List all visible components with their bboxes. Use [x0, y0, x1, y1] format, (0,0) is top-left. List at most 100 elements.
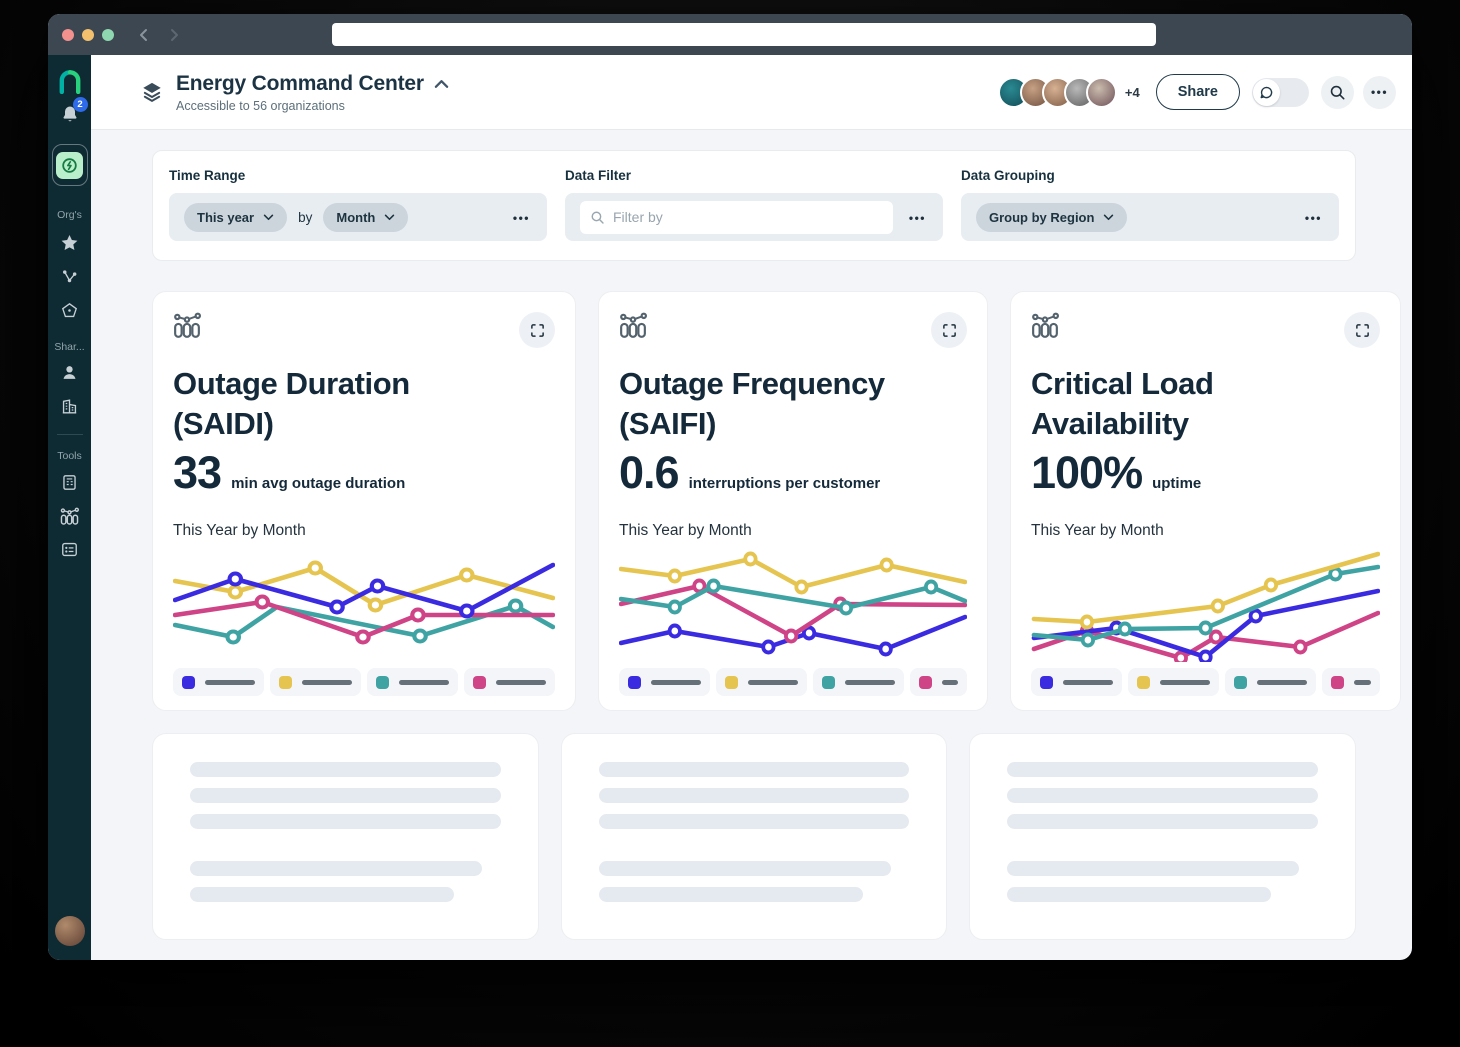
close-window-button[interactable]	[62, 29, 74, 41]
sidebar-item-network[interactable]	[60, 267, 79, 286]
notifications-button[interactable]: 2	[60, 104, 80, 124]
fullscreen-window-button[interactable]	[102, 29, 114, 41]
sidebar-item-organizations[interactable]	[60, 397, 79, 416]
legend-chip[interactable]	[270, 668, 361, 696]
legend-chip[interactable]	[910, 668, 967, 696]
page-subtitle: Accessible to 56 organizations	[176, 99, 449, 113]
collapse-header-button[interactable]	[434, 79, 449, 89]
kpi-cards-row: Outage Duration (SAIDI) 33 min avg outag…	[152, 291, 1356, 711]
sidebar-item-people[interactable]	[60, 363, 79, 382]
card-metric-value: 33	[173, 447, 221, 499]
data-point-marker	[310, 563, 321, 574]
card-critical-load: Critical Load Availability 100% uptime T…	[1010, 291, 1401, 711]
data-point-marker	[1083, 635, 1093, 646]
data-point-marker	[230, 587, 241, 598]
data-point-marker	[796, 582, 806, 593]
dashboard-content: Time Range This year by Month •••	[91, 130, 1412, 960]
brand-logo-icon	[57, 68, 83, 94]
legend-chip[interactable]	[173, 668, 264, 696]
legend-swatch	[919, 676, 932, 689]
data-point-marker	[461, 606, 472, 617]
minimize-window-button[interactable]	[82, 29, 94, 41]
time-granularity-dropdown[interactable]: Month	[323, 203, 408, 232]
data-point-marker	[880, 644, 890, 655]
loading-card	[969, 733, 1356, 940]
data-filter-label: Data Filter	[565, 168, 943, 183]
legend-chip[interactable]	[1322, 668, 1380, 696]
legend-label-placeholder	[1354, 680, 1371, 685]
data-point-marker	[414, 631, 425, 642]
chevron-right-icon	[166, 27, 182, 43]
filter-bar: Time Range This year by Month •••	[152, 150, 1356, 261]
legend-swatch	[1137, 676, 1150, 689]
legend-chip[interactable]	[1031, 668, 1122, 696]
data-grouping-more-button[interactable]: •••	[1303, 210, 1324, 225]
data-point-marker	[1120, 624, 1130, 635]
sidebar-item-forms[interactable]	[60, 540, 79, 559]
comments-toggle[interactable]	[1252, 78, 1309, 107]
data-filter-more-button[interactable]: •••	[907, 210, 928, 225]
sidebar-item-current-app[interactable]	[52, 144, 88, 186]
share-button[interactable]: Share	[1156, 74, 1240, 110]
skeleton-group	[190, 762, 501, 829]
skeleton-bar	[599, 814, 910, 829]
card-metric-unit: min avg outage duration	[231, 475, 405, 492]
legend-swatch	[628, 676, 641, 689]
collaborator-avatars[interactable]	[998, 77, 1117, 108]
legend-chip[interactable]	[1225, 668, 1316, 696]
pentagon-icon	[60, 301, 79, 320]
sidebar-item-favorites[interactable]	[60, 233, 79, 252]
sidebar-section-orgs: Org's	[57, 209, 82, 221]
legend-chip[interactable]	[464, 668, 555, 696]
legend-label-placeholder	[205, 680, 255, 685]
legend-chip[interactable]	[716, 668, 807, 696]
legend-label-placeholder	[399, 680, 449, 685]
data-point-marker	[510, 601, 521, 612]
forward-button[interactable]	[166, 27, 182, 43]
data-filter-searchbox	[580, 201, 893, 234]
expand-card-button[interactable]	[519, 312, 555, 348]
url-bar[interactable]	[332, 23, 1156, 46]
sidebar-item-reports[interactable]	[60, 473, 79, 492]
layers-icon	[141, 80, 163, 105]
form-sliders-icon	[60, 540, 79, 559]
card-period-label: This Year by Month	[1031, 522, 1380, 540]
data-point-marker	[763, 642, 773, 653]
expand-card-button[interactable]	[931, 312, 967, 348]
legend-label-placeholder	[1160, 680, 1210, 685]
page-title: Energy Command Center	[176, 72, 424, 96]
collaborator-avatar[interactable]	[1086, 77, 1117, 108]
expand-card-button[interactable]	[1344, 312, 1380, 348]
time-range-joiner: by	[298, 210, 312, 225]
legend-chip[interactable]	[1128, 668, 1219, 696]
search-button[interactable]	[1321, 76, 1354, 109]
legend-chip[interactable]	[367, 668, 458, 696]
sidebar-item-metrics[interactable]	[60, 507, 79, 525]
time-range-more-button[interactable]: •••	[511, 210, 532, 225]
legend-chip[interactable]	[619, 668, 710, 696]
app-logo[interactable]	[57, 68, 83, 94]
card-outage-frequency: Outage Frequency (SAIFI) 0.6 interruptio…	[598, 291, 988, 711]
chart-series-region-yellow	[1034, 554, 1378, 622]
notification-badge: 2	[73, 97, 88, 112]
back-button[interactable]	[136, 27, 152, 43]
skeleton-bar	[599, 788, 910, 803]
skeleton-bar	[599, 887, 863, 902]
notebook-icon	[60, 473, 79, 492]
combo-chart-icon	[60, 507, 79, 525]
sidebar-section-shared: Shar...	[54, 341, 84, 353]
person-icon	[60, 363, 79, 382]
more-options-button[interactable]: •••	[1363, 76, 1396, 109]
avatar-overflow-count[interactable]: +4	[1125, 85, 1140, 100]
legend-chip[interactable]	[813, 668, 904, 696]
time-range-preset-dropdown[interactable]: This year	[184, 203, 287, 232]
data-filter-input[interactable]	[613, 209, 883, 225]
legend-label-placeholder	[942, 680, 958, 685]
sidebar-item-groups[interactable]	[60, 301, 79, 320]
browser-titlebar	[48, 14, 1412, 55]
data-grouping-dropdown[interactable]: Group by Region	[976, 203, 1127, 232]
user-avatar[interactable]	[55, 916, 85, 946]
data-point-marker	[1295, 642, 1305, 653]
skeleton-bar	[190, 814, 501, 829]
saidi-line-chart	[173, 550, 555, 662]
